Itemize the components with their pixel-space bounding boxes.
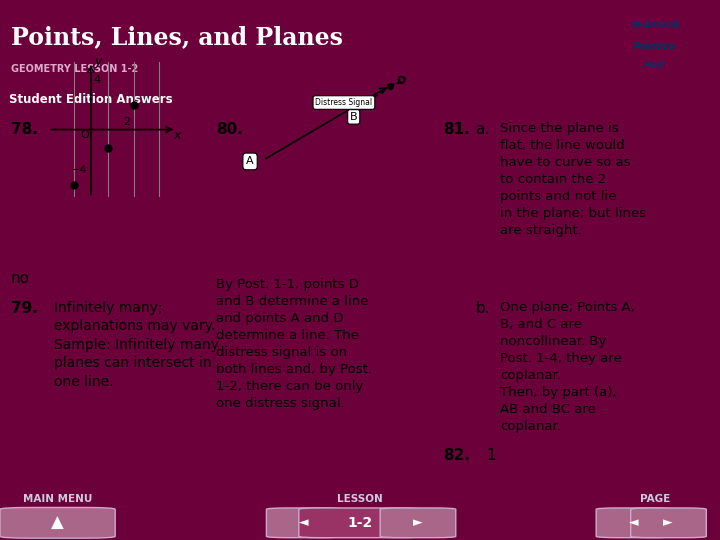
Text: b.: b. <box>475 301 490 316</box>
Text: Points, Lines, and Planes: Points, Lines, and Planes <box>11 25 343 49</box>
Text: D: D <box>397 76 406 86</box>
Text: Prentice: Prentice <box>634 42 676 51</box>
Text: ◄: ◄ <box>299 516 309 529</box>
Text: 1: 1 <box>486 448 495 463</box>
Text: ►: ► <box>413 516 423 529</box>
FancyBboxPatch shape <box>596 508 672 538</box>
Text: −4: −4 <box>71 165 87 174</box>
Text: y: y <box>94 55 102 68</box>
Text: By Post. 1-1, points D
and B determine a line
and points A and D
determine a lin: By Post. 1-1, points D and B determine a… <box>216 278 372 410</box>
Text: GEOMETRY LESSON 1-2: GEOMETRY LESSON 1-2 <box>11 64 138 74</box>
Text: 82.: 82. <box>443 448 470 463</box>
Text: O: O <box>81 130 89 140</box>
Text: no: no <box>11 271 30 286</box>
Text: Since the plane is
flat, the line would
have to curve so as
to contain the 2
poi: Since the plane is flat, the line would … <box>500 122 647 237</box>
Text: B: B <box>350 112 358 122</box>
Text: LESSON: LESSON <box>337 494 383 504</box>
Text: Infinitely many;
explanations may vary.
Sample: Infinitely many
planes can inter: Infinitely many; explanations may vary. … <box>54 301 219 389</box>
Text: ▲: ▲ <box>51 514 64 532</box>
Text: PEARSON: PEARSON <box>631 21 680 30</box>
Text: 78.: 78. <box>11 122 37 137</box>
Text: MAIN MENU: MAIN MENU <box>23 494 92 504</box>
Text: 80.: 80. <box>216 122 243 137</box>
FancyBboxPatch shape <box>0 508 115 538</box>
Text: a.: a. <box>475 122 490 137</box>
Text: A: A <box>246 157 254 166</box>
Text: 2: 2 <box>123 117 130 127</box>
Text: x: x <box>173 130 180 143</box>
Text: ◄: ◄ <box>629 516 639 529</box>
Text: Student Edition Answers: Student Edition Answers <box>9 93 172 106</box>
Text: ►: ► <box>663 516 673 529</box>
FancyBboxPatch shape <box>380 508 456 538</box>
Text: 81.: 81. <box>443 122 469 137</box>
Text: 4: 4 <box>94 75 101 85</box>
Text: 1-2: 1-2 <box>347 516 373 530</box>
Text: PAGE: PAGE <box>640 494 670 504</box>
Text: One plane; Points A,
B, and C are
noncollinear. By
Post. 1-4, they are
coplanar.: One plane; Points A, B, and C are noncol… <box>500 301 635 433</box>
Text: 79.: 79. <box>11 301 37 316</box>
FancyBboxPatch shape <box>631 508 706 538</box>
Text: Distress Signal: Distress Signal <box>315 98 372 107</box>
Text: Hall: Hall <box>645 61 665 70</box>
FancyBboxPatch shape <box>299 508 421 538</box>
FancyBboxPatch shape <box>266 508 342 538</box>
